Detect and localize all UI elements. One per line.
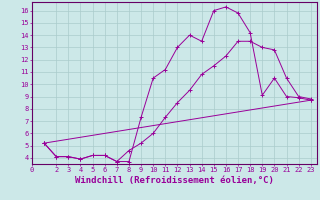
X-axis label: Windchill (Refroidissement éolien,°C): Windchill (Refroidissement éolien,°C) — [75, 176, 274, 185]
